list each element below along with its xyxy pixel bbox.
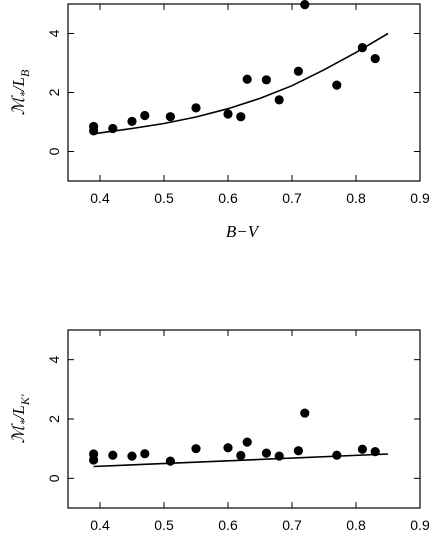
data-point [242,437,252,447]
y-axis-title-main: ℳ [9,94,28,115]
y-tick-label: 2 [46,415,62,423]
y-axis-title-star: * [17,419,31,425]
x-tick-label: 0.5 [154,190,174,206]
data-point [357,444,367,454]
x-tick-label: 0.5 [154,517,174,533]
data-point [236,450,246,461]
data-point [242,74,252,84]
plot-frame [67,3,421,182]
x-tick-label: 0.7 [282,190,302,206]
data-point [300,408,310,418]
x-tick-label: 0.6 [218,517,238,533]
y-tick-label: 2 [46,88,62,96]
data-point [191,444,201,454]
y-tick-label: 4 [46,29,62,37]
data-point [89,455,99,465]
y-tick-label: 4 [46,356,62,364]
data-point [293,446,303,456]
data-point [127,451,137,461]
data-point [300,0,310,10]
y-axis-title-sub: B [18,69,32,77]
data-point [165,112,175,122]
y-axis-title-slash: /L [9,405,28,420]
x-tick-label: 0.9 [410,190,429,206]
data-point [274,95,284,105]
x-tick-label: 0.9 [410,517,429,533]
x-tick-label: 0.8 [346,517,366,533]
y-axis-title-sub: K' [18,394,32,406]
y-axis-title: ℳ*/LB [9,69,32,115]
data-point [108,450,118,460]
data-point [261,75,271,85]
data-point [332,450,342,460]
plot-frame [67,329,421,509]
data-point [127,116,137,127]
y-axis-title-slash: /L [9,77,28,92]
x-tick-label: 0.4 [90,190,110,206]
data-point [261,448,271,458]
x-tick-label: 0.7 [282,517,302,533]
fit-curve [93,32,389,135]
panel-mass-to-light-b: 0.4 0.5 0.6 0.7 0.8 0.9 0 2 4 B−V ℳ*/LB [9,0,429,241]
x-tick-label: 0.4 [90,517,110,533]
data-point [370,53,380,64]
y-axis-title-star: * [17,91,31,97]
data-point [236,112,246,122]
data-point [223,109,233,119]
data-point [140,449,150,459]
data-point [140,110,150,121]
data-point [332,80,342,90]
x-tick-label: 0.6 [218,190,238,206]
panel-mass-to-light-k: 0.4 0.5 0.6 0.7 0.8 0.9 0 2 4 ℳ*/LK' [9,329,429,533]
fit-curve [93,453,389,468]
x-axis-title: B−V [226,222,261,241]
data-point [223,443,233,453]
y-tick-label: 0 [46,147,62,155]
data-point [191,103,201,113]
y-axis-title-main: ℳ [9,422,28,443]
data-point [293,66,303,76]
y-axis-title: ℳ*/LK' [9,394,32,443]
data-point [165,456,175,466]
y-tick-label: 0 [46,474,62,482]
x-tick-label: 0.8 [346,190,366,206]
